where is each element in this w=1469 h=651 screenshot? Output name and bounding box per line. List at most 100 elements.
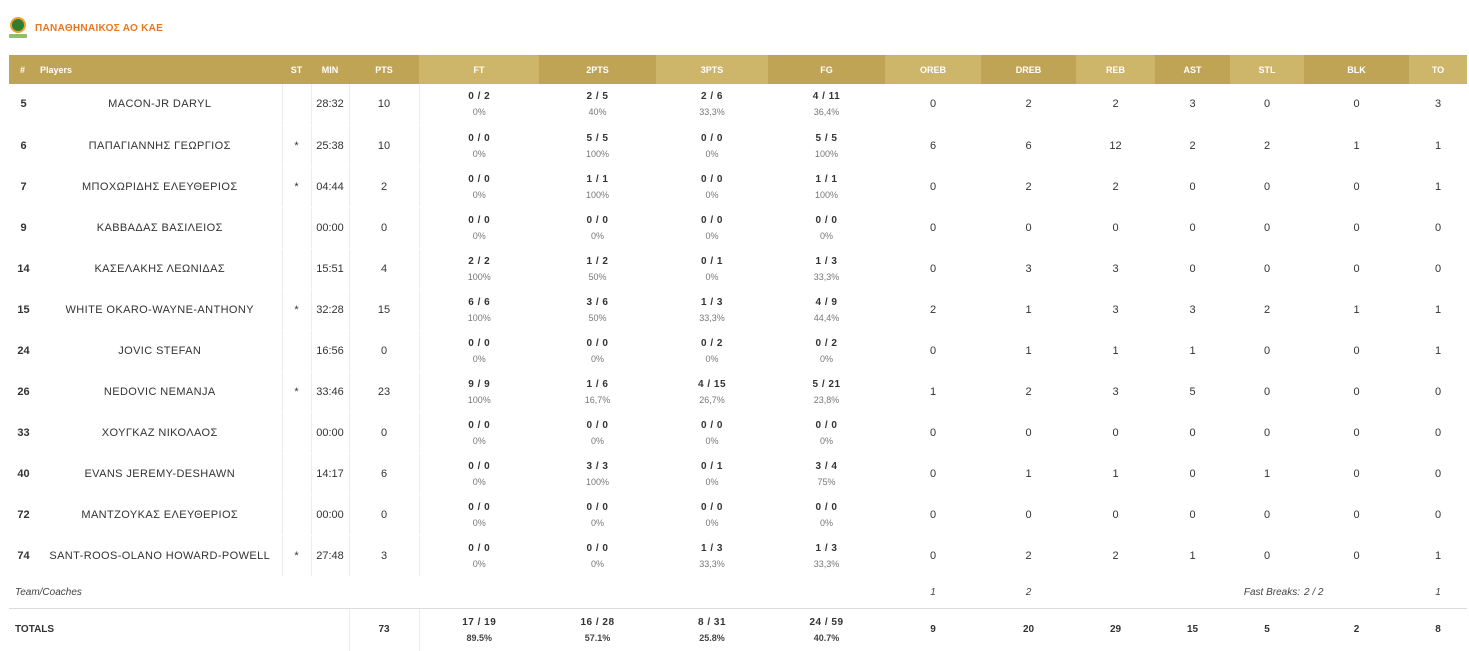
player-stl: 0 — [1230, 84, 1304, 126]
totals-stl: 5 — [1230, 608, 1304, 651]
player-ast: 0 — [1155, 166, 1230, 208]
player-dreb: 6 — [981, 125, 1076, 167]
player-reb: 2 — [1076, 535, 1155, 577]
player-3pts: 1 / 3 33,3% — [656, 289, 768, 331]
totals-row: TOTALS 73 17 / 19 89.5% 16 / 28 57.1% 8 / … — [9, 608, 1467, 651]
totals-ft: 17 / 19 89.5% — [419, 608, 539, 651]
player-dreb: 2 — [981, 84, 1076, 126]
player-blk: 0 — [1304, 371, 1409, 413]
col-header-pts[interactable]: PTS — [349, 55, 419, 84]
player-name-link[interactable]: ΚΑΒΒΑΔΑΣ ΒΑΣΙΛΕΙΟΣ — [36, 207, 283, 249]
player-number: 5 — [9, 84, 36, 126]
team-coaches-row: Team/Coaches 1 2 Fast Breaks: 2 / 2 1 — [9, 576, 1467, 609]
col-header-oreb[interactable]: OREB — [885, 55, 981, 84]
player-fg: 4 / 11 36,4% — [768, 84, 885, 126]
player-oreb: 0 — [885, 207, 981, 249]
player-fg: 0 / 0 0% — [768, 494, 885, 536]
player-name-link[interactable]: ΧΟΥΓΚΑΖ ΝΙΚΟΛΑΟΣ — [36, 412, 283, 454]
player-minutes: 14:17 — [311, 453, 350, 495]
player-to: 0 — [1409, 207, 1467, 249]
totals-reb: 29 — [1076, 608, 1155, 651]
starter-mark: * — [282, 166, 312, 208]
player-name-link[interactable]: ΠΑΠΑΓΙΑΝΝΗΣ ΓΕΩΡΓΙΟΣ — [36, 125, 283, 167]
table-row: 14 ΚΑΣΕΛΑΚΗΣ ΛΕΩΝΙΔΑΣ 15:51 4 2 / 2 100% 1 / 2… — [9, 248, 1467, 290]
player-blk: 1 — [1304, 289, 1409, 331]
col-header-dreb[interactable]: DREB — [981, 55, 1076, 84]
player-name-link[interactable]: ΚΑΣΕΛΑΚΗΣ ΛΕΩΝΙΔΑΣ — [36, 248, 283, 290]
col-header-ast[interactable]: AST — [1155, 55, 1230, 84]
player-name-link[interactable]: MACON-JR DARYL — [36, 84, 283, 126]
player-number: 40 — [9, 453, 36, 495]
player-number: 24 — [9, 330, 36, 372]
col-header-stl[interactable]: STL — [1230, 55, 1304, 84]
player-minutes: 00:00 — [311, 494, 350, 536]
player-to: 0 — [1409, 371, 1467, 413]
player-minutes: 25:38 — [311, 125, 350, 167]
col-header-min[interactable]: MIN — [311, 55, 349, 84]
table-row: 15 WHITE OKARO-WAYNE-ANTHONY * 32:28 15 6 / 6… — [9, 289, 1467, 331]
player-ft: 0 / 0 0% — [419, 125, 539, 167]
totals-oreb: 9 — [885, 608, 981, 651]
player-name-link[interactable]: EVANS JEREMY-DESHAWN — [36, 453, 283, 495]
col-header-to[interactable]: TO — [1409, 55, 1467, 84]
col-header-no[interactable]: # — [9, 55, 36, 84]
player-points: 0 — [349, 330, 420, 372]
player-dreb: 0 — [981, 494, 1076, 536]
player-name-link[interactable]: JOVIC STEFAN — [36, 330, 283, 372]
player-name-link[interactable]: WHITE OKARO-WAYNE-ANTHONY — [36, 289, 283, 331]
col-header-blk[interactable]: BLK — [1304, 55, 1409, 84]
player-dreb: 1 — [981, 330, 1076, 372]
player-fg: 5 / 5 100% — [768, 125, 885, 167]
starter-mark — [282, 84, 312, 126]
starter-mark: * — [282, 289, 312, 331]
totals-fg: 24 / 59 40.7% — [768, 608, 885, 651]
col-header-3pts[interactable]: 3PTS — [656, 55, 768, 84]
player-stl: 1 — [1230, 453, 1304, 495]
player-oreb: 0 — [885, 412, 981, 454]
col-header-players[interactable]: Players — [36, 55, 282, 84]
player-dreb: 1 — [981, 289, 1076, 331]
col-header-2pts[interactable]: 2PTS — [539, 55, 656, 84]
player-reb: 2 — [1076, 84, 1155, 126]
player-ft: 0 / 0 0% — [419, 535, 539, 577]
player-2pts: 1 / 6 16,7% — [539, 371, 656, 413]
player-name-link[interactable]: ΜΠΟΧΩΡΙΔΗΣ ΕΛΕΥΘΕΡΙΟΣ — [36, 166, 283, 208]
player-points: 0 — [349, 412, 420, 454]
player-3pts: 0 / 2 0% — [656, 330, 768, 372]
player-2pts: 0 / 0 0% — [539, 494, 656, 536]
player-ast: 0 — [1155, 494, 1230, 536]
col-header-fg[interactable]: FG — [768, 55, 885, 84]
player-fg: 0 / 2 0% — [768, 330, 885, 372]
player-number: 15 — [9, 289, 36, 331]
team-coaches-label: Team/Coaches — [9, 576, 885, 609]
player-minutes: 28:32 — [311, 84, 350, 126]
player-number: 33 — [9, 412, 36, 454]
player-name-link[interactable]: ΜΑΝΤΖΟΥΚΑΣ ΕΛΕΥΘΕΡΙΟΣ — [36, 494, 283, 536]
player-ast: 0 — [1155, 453, 1230, 495]
player-number: 14 — [9, 248, 36, 290]
player-blk: 1 — [1304, 125, 1409, 167]
col-header-st[interactable]: ST — [282, 55, 311, 84]
col-header-ft[interactable]: FT — [419, 55, 539, 84]
player-to: 0 — [1409, 412, 1467, 454]
player-number: 74 — [9, 535, 36, 577]
player-fg: 1 / 1 100% — [768, 166, 885, 208]
player-reb: 0 — [1076, 412, 1155, 454]
player-ast: 3 — [1155, 84, 1230, 126]
player-name-link[interactable]: SANT-ROOS-OLANO HOWARD-POWELL — [36, 535, 283, 577]
player-minutes: 16:56 — [311, 330, 350, 372]
player-name-link[interactable]: NEDOVIC NEMANJA — [36, 371, 283, 413]
player-ft: 6 / 6 100% — [419, 289, 539, 331]
player-reb: 1 — [1076, 330, 1155, 372]
player-3pts: 0 / 0 0% — [656, 412, 768, 454]
player-to: 1 — [1409, 125, 1467, 167]
player-to: 3 — [1409, 84, 1467, 126]
col-header-reb[interactable]: REB — [1076, 55, 1155, 84]
player-oreb: 0 — [885, 166, 981, 208]
totals-pts: 73 — [349, 608, 420, 651]
table-row: 5 MACON-JR DARYL 28:32 10 0 / 2 0% 2 / 5 40% 2 /… — [9, 84, 1467, 126]
totals-label: TOTALS — [9, 608, 350, 651]
player-ast: 0 — [1155, 248, 1230, 290]
totals-dreb: 20 — [981, 608, 1076, 651]
